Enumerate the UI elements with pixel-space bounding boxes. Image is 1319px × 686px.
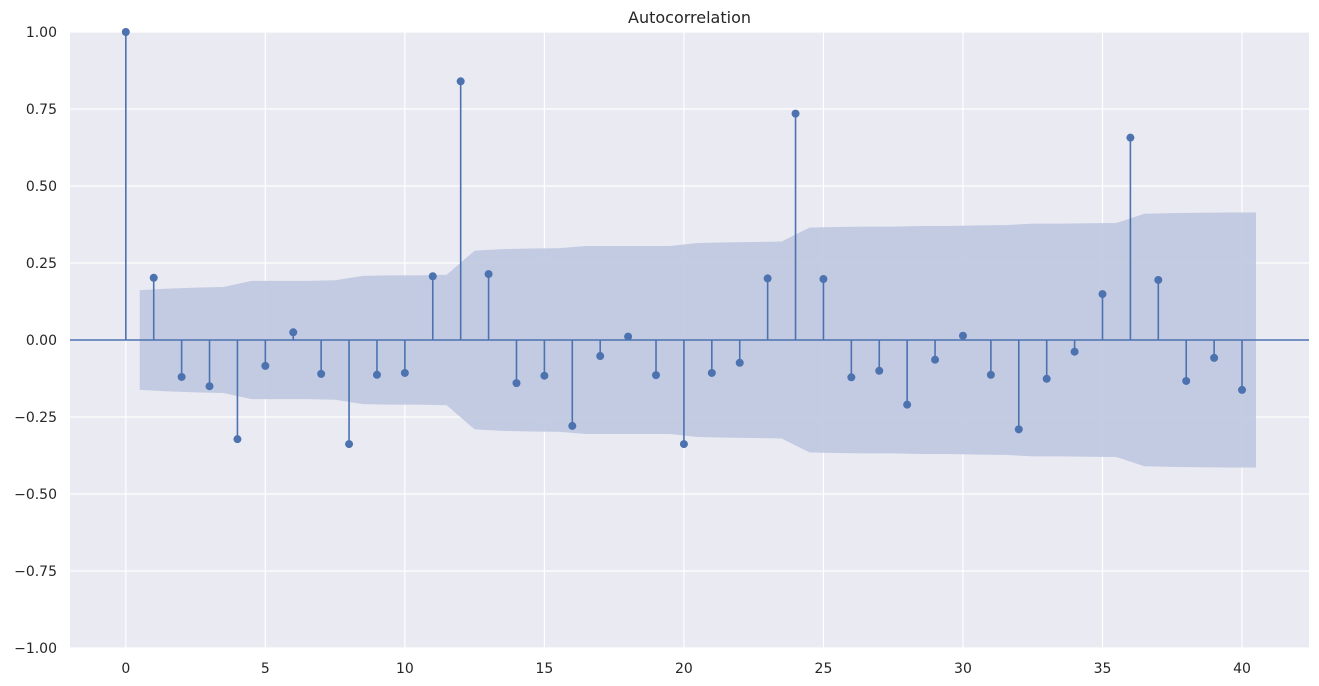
acf-point [121, 28, 130, 36]
y-tick-label: −0.75 [14, 564, 57, 580]
acf-point [707, 368, 716, 377]
y-tick-label: −0.25 [14, 410, 57, 426]
acf-point [1014, 425, 1023, 434]
acf-point [484, 270, 493, 279]
x-tick-label: 40 [1233, 661, 1251, 677]
x-tick-label: 10 [396, 661, 414, 677]
acf-point [1210, 353, 1219, 362]
acf-point [261, 361, 270, 370]
chart-title: Autocorrelation [628, 8, 751, 27]
acf-point [986, 370, 995, 379]
acf-point [540, 371, 549, 380]
acf-point [177, 372, 186, 381]
y-tick-label: −1.00 [14, 641, 57, 657]
x-tick-label: 35 [1094, 661, 1112, 677]
acf-point [1154, 275, 1163, 284]
y-tick-label: 0.00 [26, 333, 57, 349]
acf-point [1238, 385, 1247, 394]
acf-point [400, 368, 409, 377]
y-tick-label: 0.75 [26, 102, 57, 118]
acf-point [428, 272, 437, 281]
x-tick-label: 30 [954, 661, 972, 677]
acf-point [624, 332, 633, 341]
acf-point [345, 440, 354, 449]
x-tick-label: 5 [261, 661, 270, 677]
acf-point [903, 400, 912, 409]
acf-point [847, 373, 856, 382]
x-tick-labels: 0 5 10 15 20 25 30 35 40 [121, 661, 1251, 677]
acf-point [372, 370, 381, 379]
acf-point [596, 352, 605, 361]
acf-point [456, 77, 465, 86]
acf-point [317, 369, 326, 378]
y-tick-label: 1.00 [26, 25, 57, 41]
y-tick-labels: −1.00 −0.75 −0.50 −0.25 0.00 0.25 0.50 0.75 1.00 [14, 25, 57, 657]
acf-point [652, 371, 661, 380]
acf-point [958, 331, 967, 340]
y-tick-label: 0.25 [26, 256, 57, 272]
acf-point [149, 273, 158, 282]
acf-point [512, 379, 521, 388]
acf-point [289, 328, 298, 337]
acf-point [205, 382, 214, 391]
acf-point [875, 366, 884, 375]
x-tick-label: 25 [815, 661, 833, 677]
acf-point [679, 440, 688, 449]
acf-point [1126, 133, 1135, 142]
acf-point [568, 421, 577, 430]
acf-point [819, 275, 828, 284]
acf-point [791, 109, 800, 118]
acf-point [1182, 376, 1191, 385]
acf-point [735, 358, 744, 367]
acf-point [233, 435, 242, 444]
acf-point [1098, 290, 1107, 299]
stems [121, 28, 1247, 449]
y-tick-label: −0.50 [14, 487, 57, 503]
y-tick-label: 0.50 [26, 179, 57, 195]
x-tick-label: 20 [675, 661, 693, 677]
acf-point [1042, 374, 1051, 383]
x-tick-label: 0 [121, 661, 130, 677]
acf-point [931, 355, 940, 364]
acf-point [763, 274, 772, 283]
acf-point [1070, 347, 1079, 356]
x-tick-label: 15 [535, 661, 553, 677]
